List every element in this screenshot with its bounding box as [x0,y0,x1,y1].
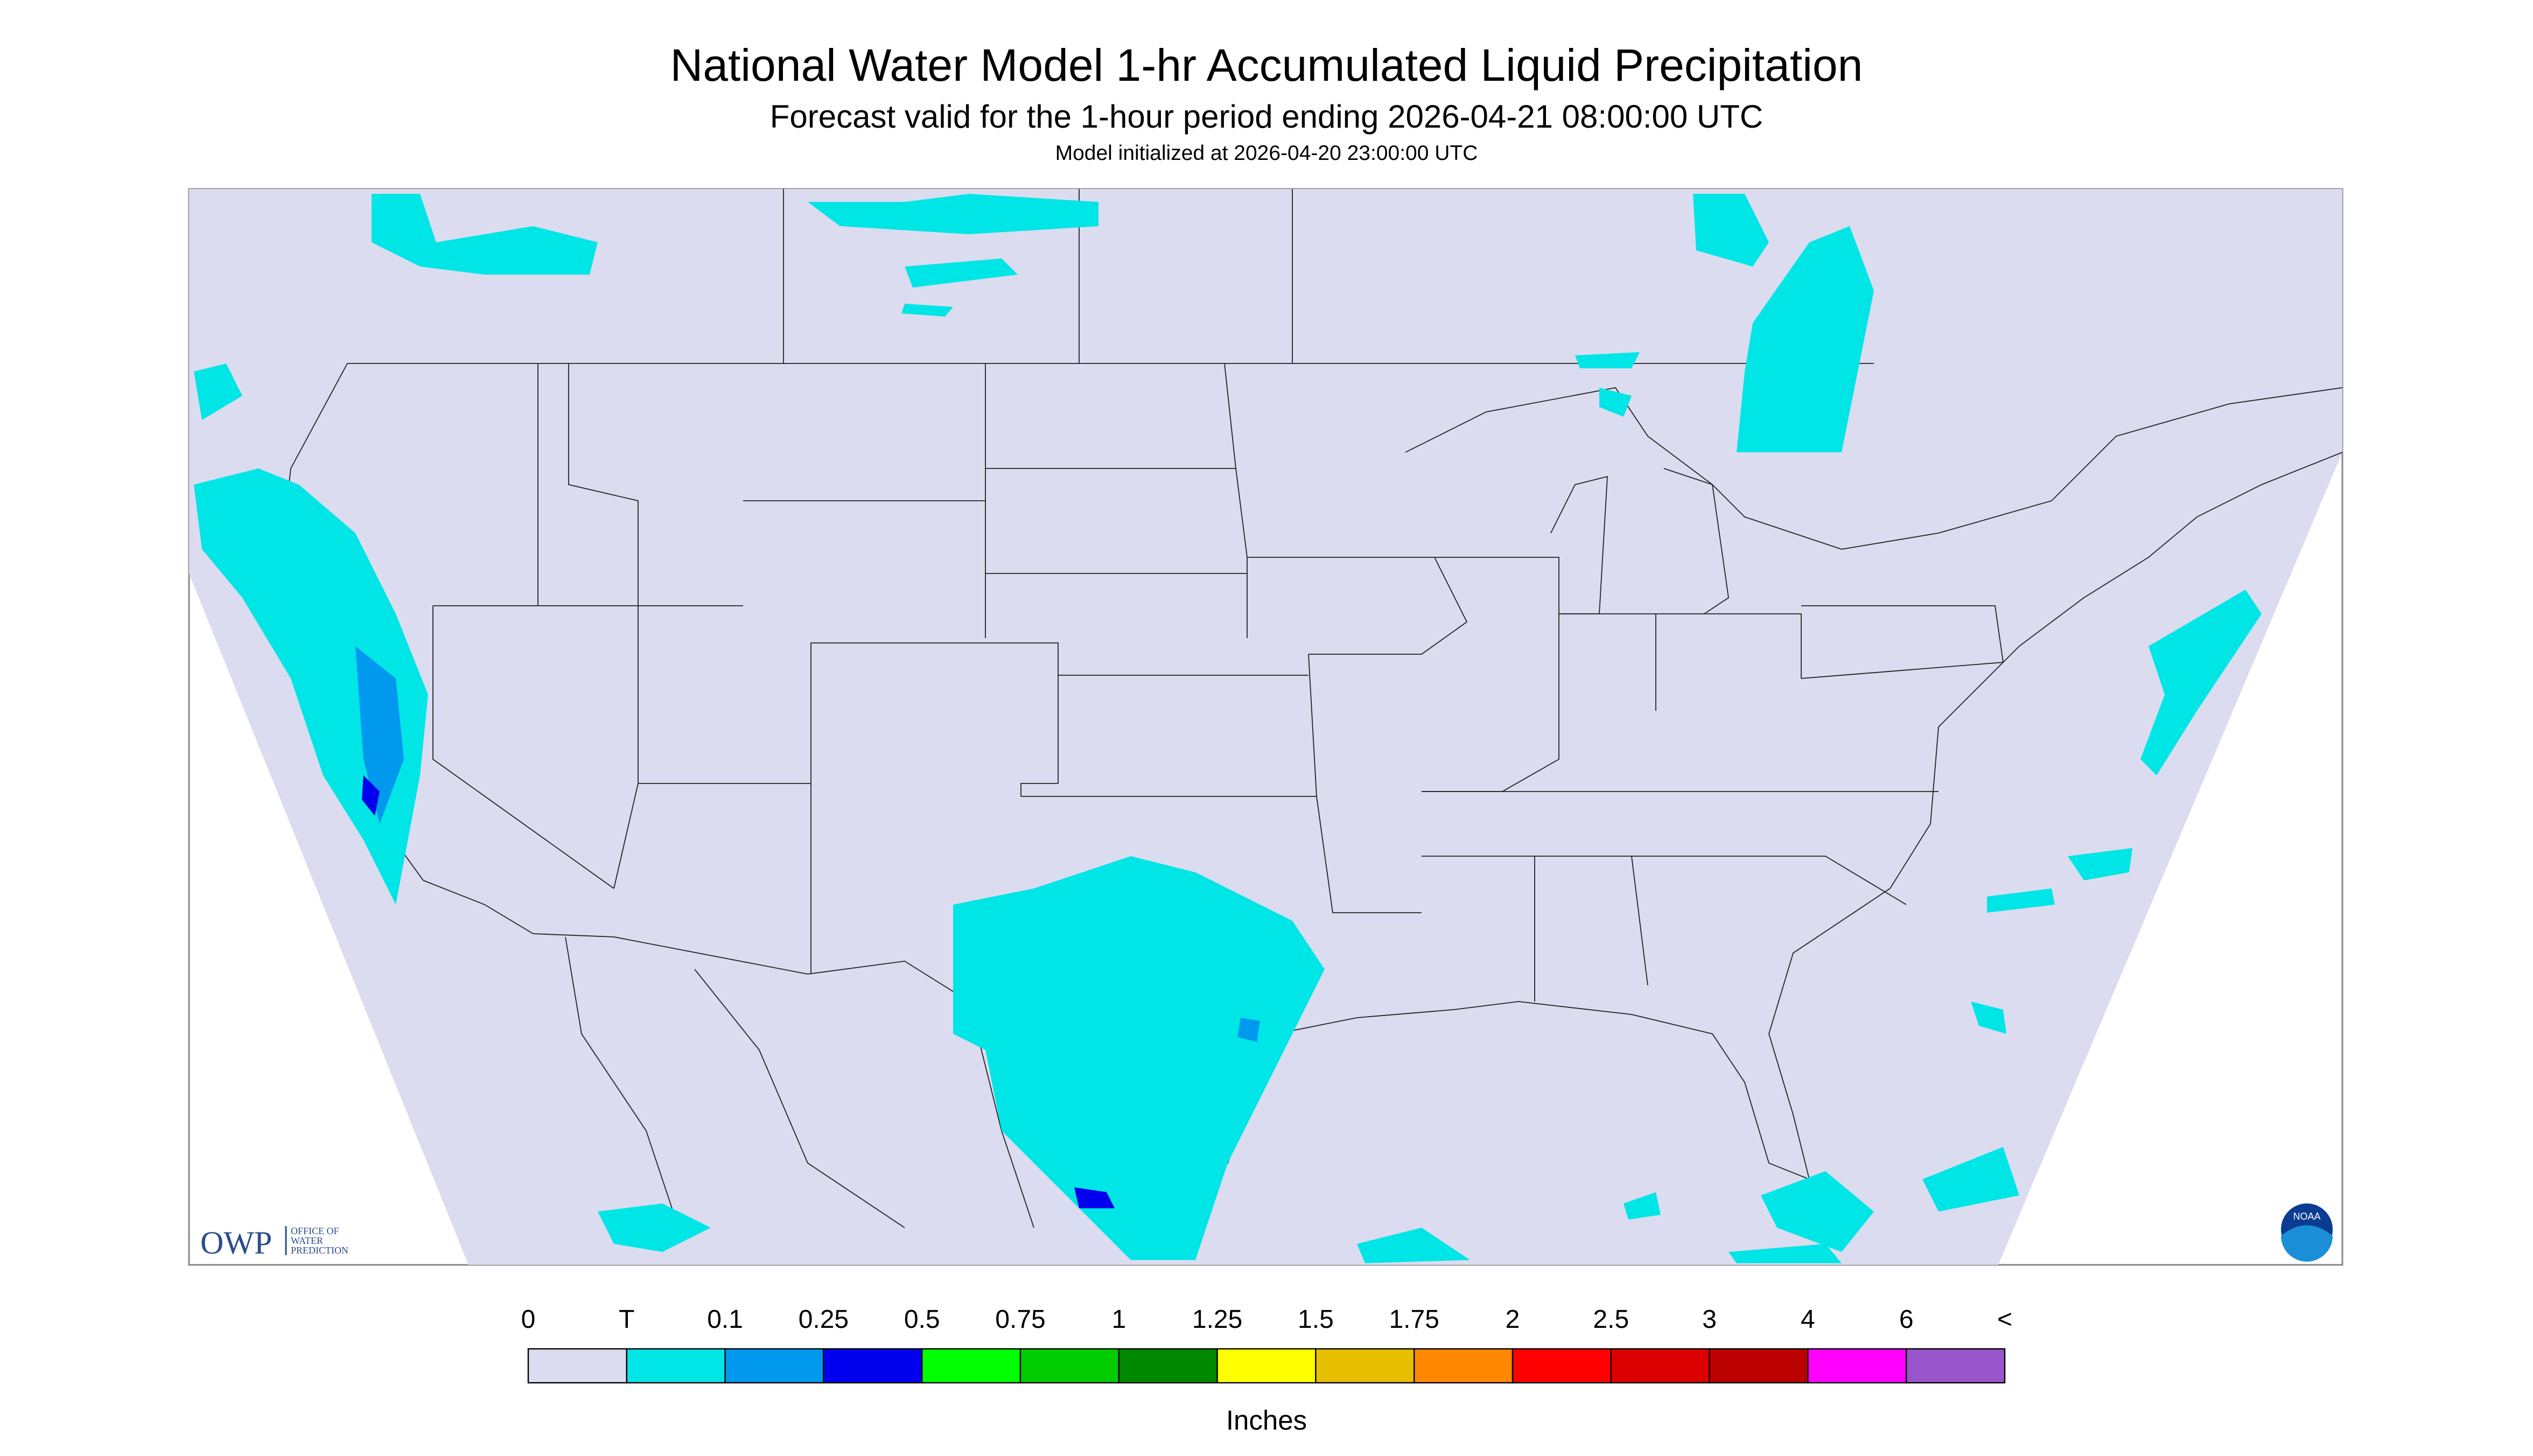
legend-label: 1.75 [1389,1305,1439,1334]
model-domain [189,189,2342,1265]
legend-label: 4 [1801,1305,1815,1334]
precipitation [194,194,2262,1264]
owp-logo-text: OWP [200,1225,272,1261]
legend-label: 1 [1111,1305,1126,1334]
legend-label: 6 [1899,1305,1914,1334]
legend-swatch [1610,1348,1710,1384]
owp-logo: OWP OFFICE OF WATER PREDICTION [200,1225,348,1261]
noaa-logo-text: NOAA [2293,1211,2320,1222]
map: OWP OFFICE OF WATER PREDICTION NOAA [188,188,2343,1266]
owp-office-line: WATER [291,1235,323,1246]
noaa-logo: NOAA [2281,1203,2333,1262]
legend-swatch [527,1348,628,1384]
subtitle: Forecast valid for the 1-hour period end… [770,99,1763,135]
owp-office-line: PREDICTION [291,1245,348,1256]
legend-label: 1.25 [1192,1305,1242,1334]
legend-swatch [1709,1348,1809,1384]
legend-label: < [1997,1305,2012,1334]
legend-label: 0.25 [799,1305,849,1334]
owp-office-line: OFFICE OF [291,1226,339,1236]
legend-label: 0 [521,1305,536,1334]
legend-swatch [1019,1348,1120,1384]
boundaries [277,189,2343,1228]
legend-swatch [921,1348,1021,1384]
legend-swatch [1512,1348,1612,1384]
legend-label: 0.5 [904,1305,940,1334]
legend: 0 T 0.1 0.25 0.5 0.75 1 1.25 1.5 1.75 2 2.5 3 4 6 < [521,1305,2012,1384]
title: National Water Model 1-hr Accumulated Li… [670,40,1863,90]
init-note: Model initialized at 2026-04-20 23:00:00… [1055,142,1478,165]
legend-swatch [1118,1348,1218,1384]
legend-swatch [1905,1348,2006,1384]
legend-swatch [823,1348,923,1384]
legend-label: T [619,1305,634,1334]
legend-label: 0.1 [707,1305,743,1334]
legend-label: 0.75 [995,1305,1045,1334]
legend-swatch [1216,1348,1317,1384]
legend-swatch [724,1348,824,1384]
legend-unit: Inches [1226,1405,1307,1436]
legend-swatch [626,1348,726,1384]
legend-label: 3 [1702,1305,1717,1334]
legend-swatch [1807,1348,1907,1384]
legend-swatch [1414,1348,1514,1384]
legend-label: 2 [1506,1305,1520,1334]
legend-label: 2.5 [1593,1305,1629,1334]
legend-swatch [1315,1348,1415,1384]
legend-label: 1.5 [1298,1305,1334,1334]
